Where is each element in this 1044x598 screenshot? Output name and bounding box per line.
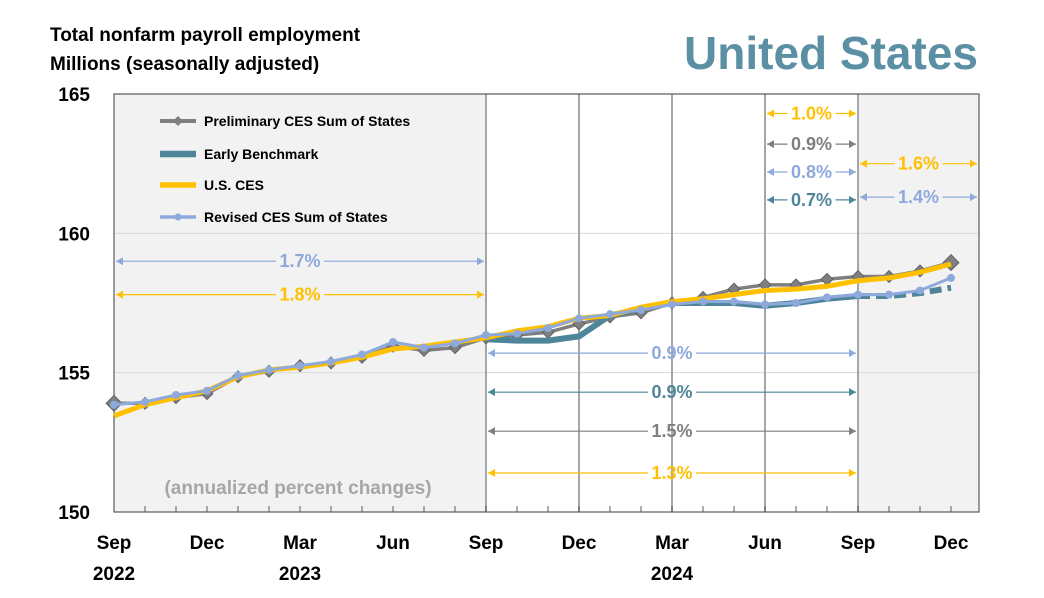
annotation-arrow-right-11 bbox=[970, 193, 977, 202]
annotation-arrow-right-6 bbox=[849, 109, 856, 118]
annotation-arrow-right-7 bbox=[849, 140, 856, 149]
point-revised-ces-sum-of-states-21 bbox=[761, 300, 769, 309]
point-revised-ces-sum-of-states-8 bbox=[358, 350, 366, 359]
y-tick-label-160: 160 bbox=[58, 224, 90, 245]
point-revised-ces-sum-of-states-6 bbox=[296, 361, 304, 370]
x-tick-label-6: Mar bbox=[283, 533, 317, 554]
legend-label-early-benchmark: Early Benchmark bbox=[204, 146, 319, 162]
annotation-arrow-right-9 bbox=[849, 195, 856, 204]
annotation-arrow-left-11 bbox=[860, 193, 867, 202]
shaded-period-0 bbox=[114, 94, 486, 512]
annotation-arrow-right-5 bbox=[849, 468, 856, 477]
chart-ylabel: Millions (seasonally adjusted) bbox=[50, 54, 320, 75]
annotation-label-6: 1.0% bbox=[791, 104, 832, 124]
x-year-label-6: 2023 bbox=[279, 564, 321, 585]
x-tick-label-15: Dec bbox=[562, 533, 597, 554]
annotation-label-0: 1.7% bbox=[279, 251, 320, 271]
point-revised-ces-sum-of-states-24 bbox=[854, 290, 862, 299]
chart-title: Total nonfarm payroll employment bbox=[50, 25, 361, 46]
point-revised-ces-sum-of-states-9 bbox=[389, 338, 397, 347]
x-year-label-18: 2024 bbox=[651, 564, 694, 585]
point-revised-ces-sum-of-states-3 bbox=[203, 386, 211, 395]
point-revised-ces-sum-of-states-19 bbox=[699, 297, 707, 306]
annotation-arrow-left-7 bbox=[767, 140, 774, 149]
x-tick-label-12: Sep bbox=[469, 533, 504, 554]
point-revised-ces-sum-of-states-4 bbox=[234, 371, 242, 380]
point-revised-ces-sum-of-states-5 bbox=[265, 365, 273, 374]
annotation-label-2: 0.9% bbox=[651, 343, 692, 363]
annotation-label-1: 1.8% bbox=[279, 285, 320, 305]
annotation-label-3: 0.9% bbox=[651, 382, 692, 402]
annotation-arrow-left-3 bbox=[488, 388, 495, 397]
annotation-label-11: 1.4% bbox=[898, 187, 939, 207]
annotation-arrow-right-10 bbox=[970, 159, 977, 168]
point-revised-ces-sum-of-states-23 bbox=[823, 293, 831, 302]
annotation-label-9: 0.7% bbox=[791, 190, 832, 210]
point-revised-ces-sum-of-states-18 bbox=[668, 300, 676, 309]
legend-label-u-s-ces: U.S. CES bbox=[204, 177, 264, 193]
x-tick-label-9: Jun bbox=[376, 533, 410, 554]
legend-marker-preliminary-ces-sum-of-states bbox=[173, 116, 183, 126]
annotation-caption: (annualized percent changes) bbox=[164, 478, 431, 499]
annotation-arrow-right-1 bbox=[477, 290, 484, 299]
annotation-arrow-left-0 bbox=[116, 257, 123, 266]
annotation-label-7: 0.9% bbox=[791, 134, 832, 154]
x-tick-label-3: Dec bbox=[190, 533, 225, 554]
y-tick-label-155: 155 bbox=[58, 364, 90, 385]
point-revised-ces-sum-of-states-14 bbox=[544, 324, 552, 333]
series-line-revised-ces-sum-of-states bbox=[113, 276, 952, 407]
x-tick-label-24: Sep bbox=[841, 533, 876, 554]
point-revised-ces-sum-of-states-1 bbox=[141, 397, 149, 406]
point-revised-ces-sum-of-states-27 bbox=[947, 273, 955, 282]
x-tick-label-27: Dec bbox=[934, 533, 969, 554]
annotation-arrow-left-8 bbox=[767, 168, 774, 177]
plot-frame bbox=[113, 93, 980, 513]
point-revised-ces-sum-of-states-20 bbox=[730, 297, 738, 306]
annotation-label-8: 0.8% bbox=[791, 162, 832, 182]
annotation-arrow-left-9 bbox=[767, 195, 774, 204]
x-tick-label-21: Jun bbox=[748, 533, 782, 554]
point-revised-ces-sum-of-states-12 bbox=[482, 331, 490, 340]
series-line-early-benchmark-dashed bbox=[858, 284, 952, 299]
point-revised-ces-sum-of-states-10 bbox=[420, 343, 428, 352]
annotation-arrow-left-2 bbox=[488, 349, 495, 358]
point-revised-ces-sum-of-states-15 bbox=[575, 314, 583, 323]
point-revised-ces-sum-of-states-17 bbox=[637, 305, 645, 314]
annotation-arrow-right-2 bbox=[849, 349, 856, 358]
annotation-arrow-left-1 bbox=[116, 290, 123, 299]
annotation-label-10: 1.6% bbox=[898, 154, 939, 174]
point-revised-ces-sum-of-states-22 bbox=[792, 299, 800, 307]
annotation-label-4: 1.5% bbox=[651, 421, 692, 441]
annotation-arrow-right-0 bbox=[477, 257, 484, 266]
x-tick-label-0: Sep bbox=[97, 533, 132, 554]
point-revised-ces-sum-of-states-0 bbox=[110, 400, 118, 409]
point-revised-ces-sum-of-states-2 bbox=[172, 390, 180, 399]
point-revised-ces-sum-of-states-11 bbox=[451, 339, 459, 348]
annotation-arrow-right-4 bbox=[849, 427, 856, 436]
legend-marker-revised-ces-sum-of-states bbox=[174, 213, 182, 221]
annotation-arrow-left-4 bbox=[488, 427, 495, 436]
y-tick-label-165: 165 bbox=[58, 85, 90, 106]
legend-label-revised-ces-sum-of-states: Revised CES Sum of States bbox=[204, 209, 388, 225]
annotation-arrow-left-6 bbox=[767, 109, 774, 118]
annotation-arrow-left-10 bbox=[860, 159, 867, 168]
point-revised-ces-sum-of-states-26 bbox=[916, 286, 924, 295]
annotation-arrow-right-8 bbox=[849, 168, 856, 177]
point-revised-ces-sum-of-states-16 bbox=[606, 310, 614, 319]
annotation-arrow-right-3 bbox=[849, 388, 856, 397]
annotation-arrow-left-5 bbox=[488, 468, 495, 477]
x-year-label-0: 2022 bbox=[93, 564, 135, 585]
point-revised-ces-sum-of-states-13 bbox=[513, 329, 521, 338]
annotation-label-5: 1.3% bbox=[651, 463, 692, 483]
x-tick-label-18: Mar bbox=[655, 533, 689, 554]
legend-label-preliminary-ces-sum-of-states: Preliminary CES Sum of States bbox=[204, 113, 410, 129]
y-tick-label-150: 150 bbox=[58, 503, 90, 524]
point-revised-ces-sum-of-states-7 bbox=[327, 357, 335, 366]
region-title: United States bbox=[684, 27, 978, 79]
point-revised-ces-sum-of-states-25 bbox=[885, 290, 893, 299]
